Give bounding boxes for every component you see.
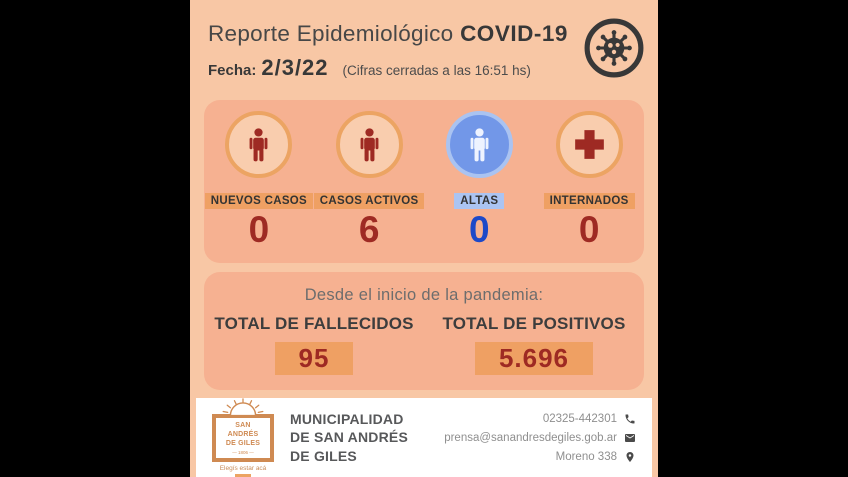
pandemic-totals-panel: Desde el inicio de la pandemia: TOTAL DE… xyxy=(204,272,644,390)
municipality-logo: SAN ANDRÉS DE GILES — 1806 — Elegís esta… xyxy=(212,398,274,477)
org-line-3: DE GILES xyxy=(290,447,357,464)
stat-value: 6 xyxy=(358,209,380,250)
total-label: TOTAL DE FALLECIDOS xyxy=(214,314,414,333)
location-pin-icon xyxy=(624,451,636,463)
logo-frame: SAN ANDRÉS DE GILES — 1806 — xyxy=(212,414,274,462)
title-covid: COVID-19 xyxy=(460,21,568,46)
stats-panel: NUEVOS CASOS 0 CASOS ACTIVOS 6 ALTAS 0 xyxy=(204,100,644,263)
page-title: Reporte Epidemiológico COVID-19 xyxy=(208,21,640,47)
person-icon xyxy=(445,111,513,178)
logo-line-3: DE GILES xyxy=(225,439,261,447)
stat-label: ALTAS xyxy=(454,193,505,209)
person-icon xyxy=(225,111,293,178)
total-positivos: TOTAL DE POSITIVOS 5.696 xyxy=(424,314,644,375)
totals-row: TOTAL DE FALLECIDOS 95 TOTAL DE POSITIVO… xyxy=(204,314,644,375)
phone-number: 02325-442301 xyxy=(542,412,617,425)
sun-icon xyxy=(222,398,264,417)
logo-line-2: ANDRÉS xyxy=(227,431,259,439)
logo-underline xyxy=(235,473,251,477)
person-icon xyxy=(335,111,403,178)
footer: SAN ANDRÉS DE GILES — 1806 — Elegís esta… xyxy=(196,398,652,477)
total-label: TOTAL DE POSITIVOS xyxy=(442,314,626,333)
total-value: 5.696 xyxy=(474,342,594,375)
mail-icon xyxy=(624,432,636,444)
cutoff-note: (Cifras cerradas a las 16:51 hs) xyxy=(342,63,531,78)
title-regular: Reporte Epidemiológico xyxy=(208,21,454,46)
virus-icon xyxy=(583,17,645,79)
date-value: 2/3/22 xyxy=(261,55,329,80)
date-line: Fecha: 2/3/22 (Cifras cerradas a las 16:… xyxy=(208,55,640,81)
phone-row: 02325-442301 xyxy=(543,413,636,425)
address-row: Moreno 338 xyxy=(556,451,636,463)
pandemic-heading: Desde el inicio de la pandemia: xyxy=(304,286,544,304)
report-header: Reporte Epidemiológico COVID-19 Fecha: 2… xyxy=(190,0,658,81)
logo-tagline: Elegís estar acá xyxy=(219,464,267,472)
org-line-2: DE SAN ANDRÉS xyxy=(290,429,408,446)
stat-value: 0 xyxy=(578,209,600,250)
stat-value: 0 xyxy=(469,209,490,250)
stat-altas: ALTAS 0 xyxy=(424,100,534,263)
stat-label: NUEVOS CASOS xyxy=(204,193,314,209)
medical-cross-icon xyxy=(555,111,623,178)
contact-info: 02325-442301 prensa@sanandresdegiles.gob… xyxy=(444,413,636,463)
phone-icon xyxy=(624,413,636,425)
stat-internados: INTERNADOS 0 xyxy=(534,100,644,263)
org-line-1: MUNICIPALIDAD xyxy=(290,411,404,428)
email-address: prensa@sanandresdegiles.gob.ar xyxy=(444,431,617,444)
covid-report-card: Reporte Epidemiológico COVID-19 Fecha: 2… xyxy=(190,0,658,477)
total-fallecidos: TOTAL DE FALLECIDOS 95 xyxy=(204,314,424,375)
stat-nuevos-casos: NUEVOS CASOS 0 xyxy=(204,100,314,263)
street-address: Moreno 338 xyxy=(555,450,617,463)
logo-line-1: SAN xyxy=(235,422,251,430)
stat-casos-activos: CASOS ACTIVOS 6 xyxy=(313,100,425,263)
logo-year: — 1806 — xyxy=(232,449,254,455)
stat-value: 0 xyxy=(248,209,270,250)
total-value: 95 xyxy=(274,342,354,375)
stat-label: CASOS ACTIVOS xyxy=(313,193,425,209)
date-label: Fecha: xyxy=(208,62,257,79)
stat-label: INTERNADOS xyxy=(543,193,635,209)
email-row: prensa@sanandresdegiles.gob.ar xyxy=(444,432,636,444)
organization-name: MUNICIPALIDAD DE SAN ANDRÉS DE GILES xyxy=(290,410,408,465)
